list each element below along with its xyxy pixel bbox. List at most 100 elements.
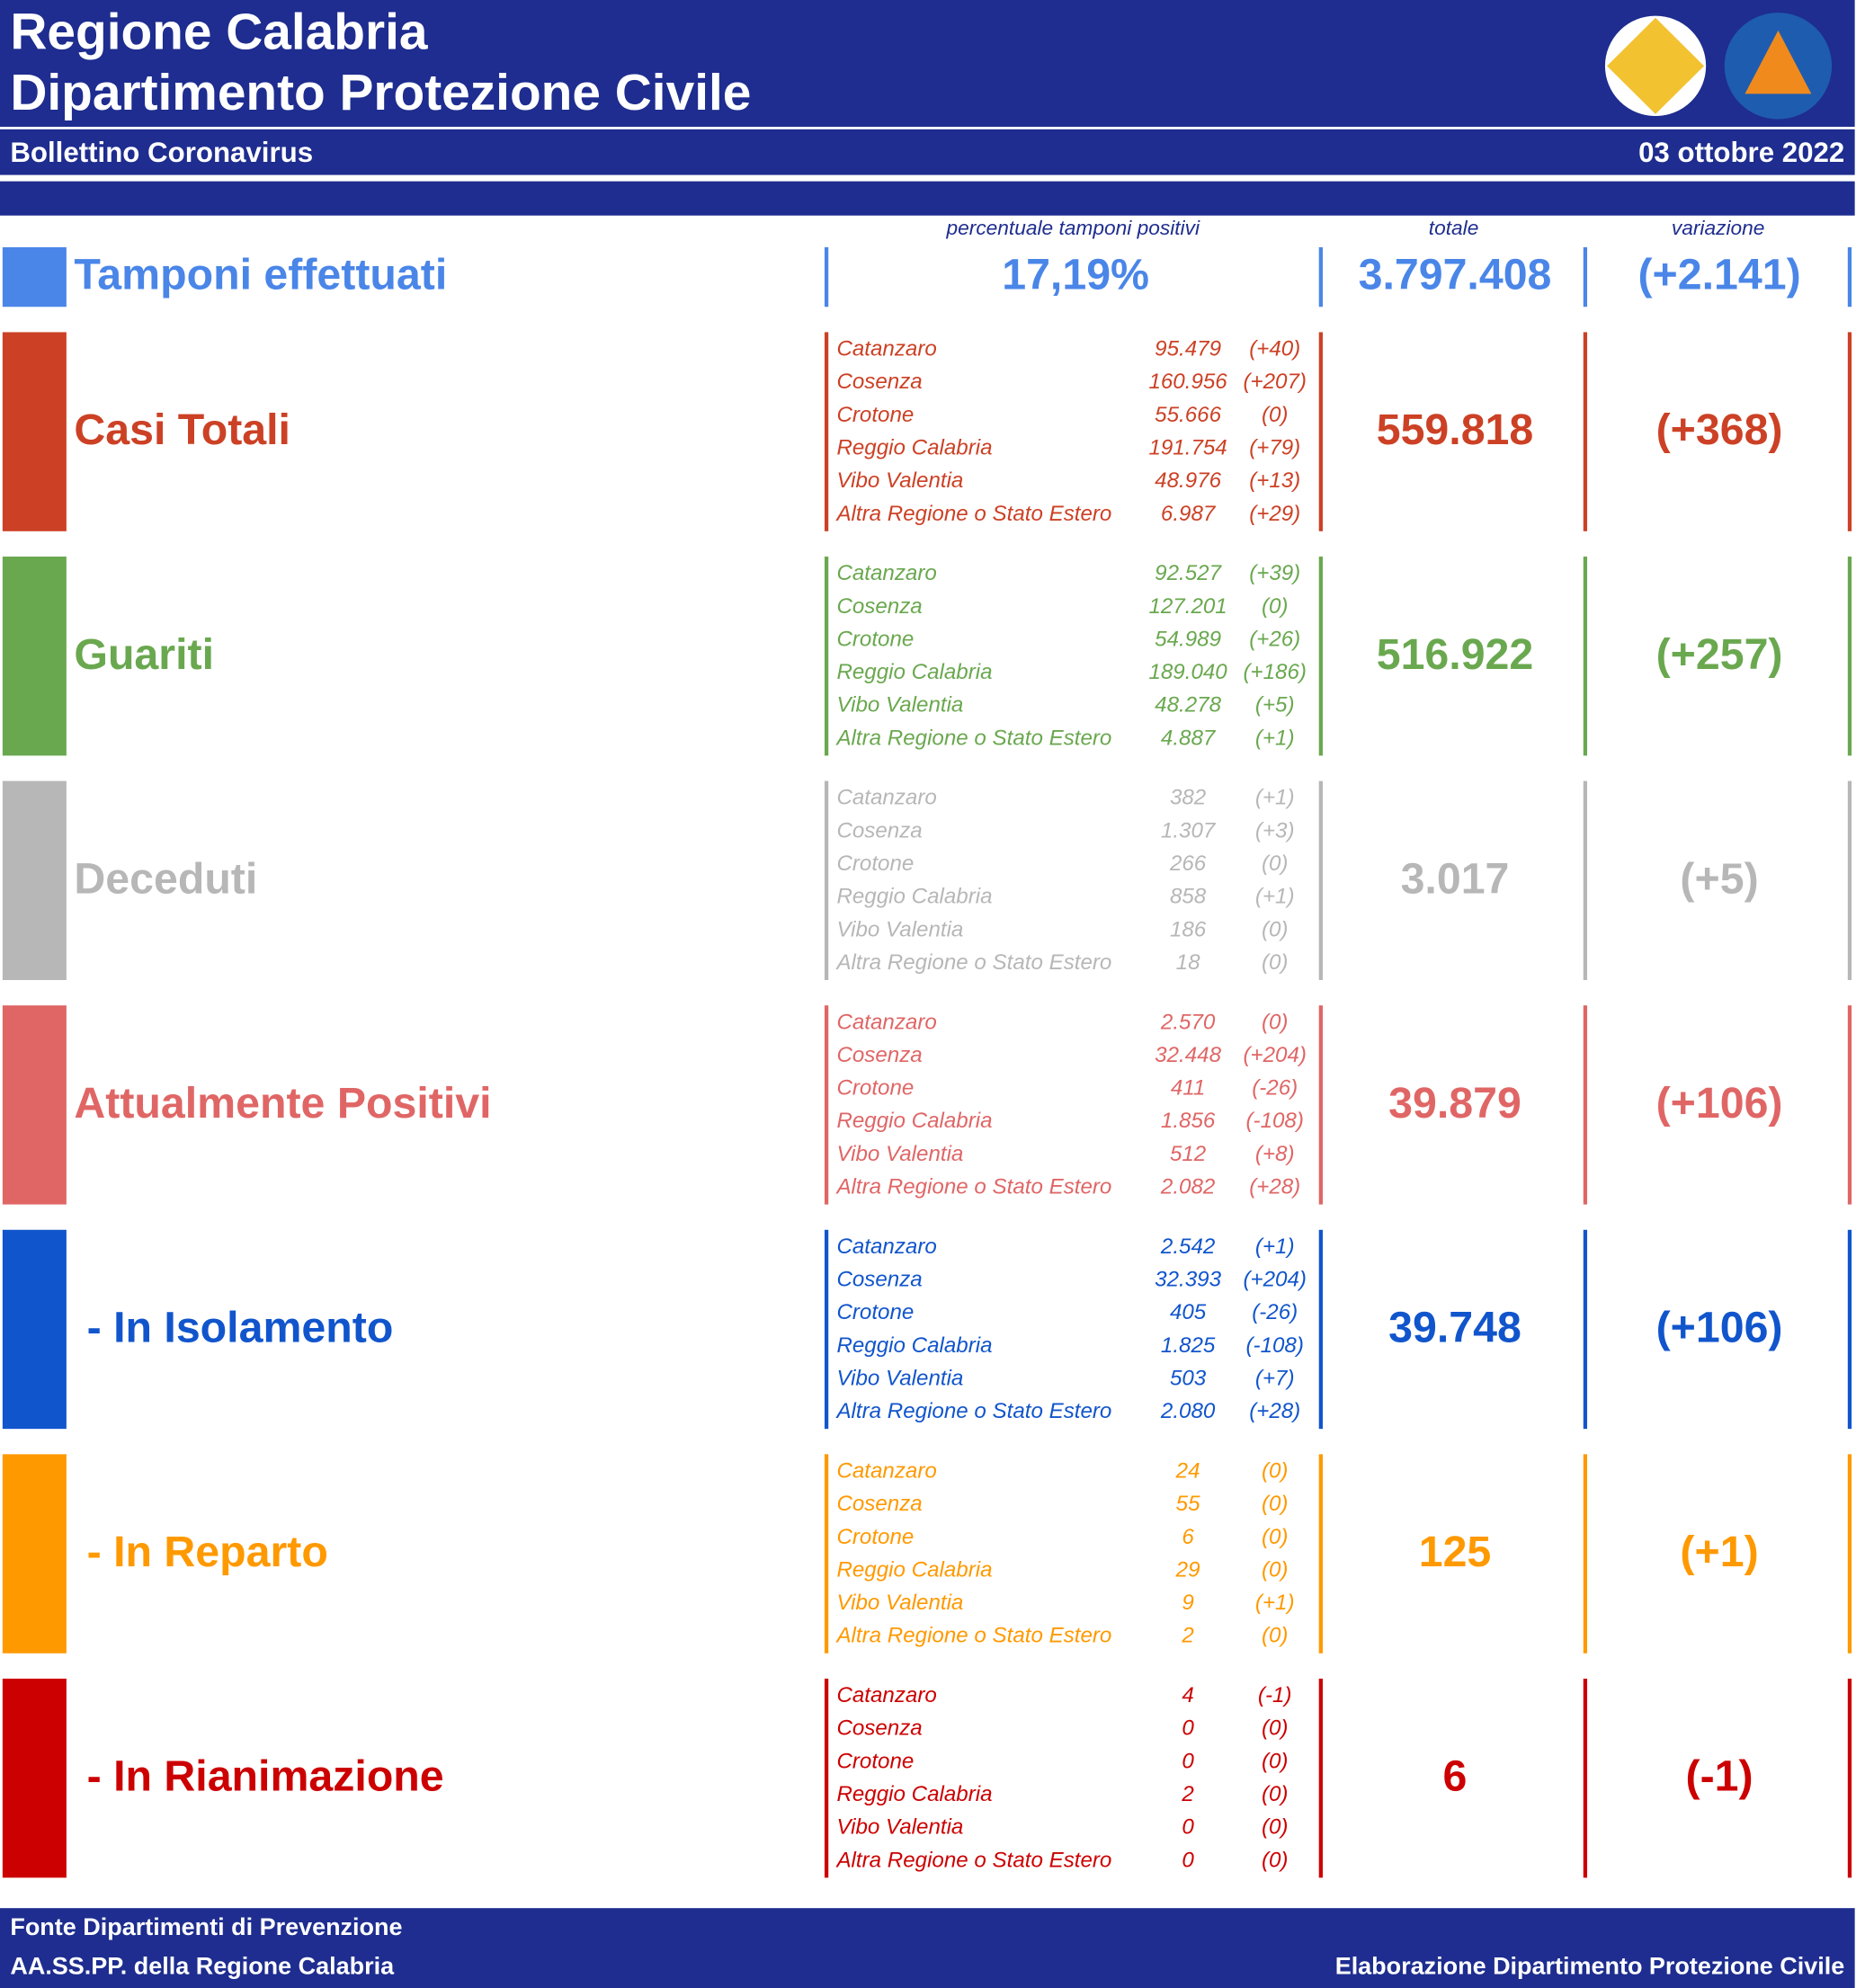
province-value: 160.956 <box>1148 370 1227 394</box>
province-change: (+39) <box>1249 561 1300 585</box>
province-value: 4 <box>1182 1683 1193 1707</box>
column-divider <box>1583 246 1588 308</box>
province-name: Reggio Calabria <box>836 660 992 684</box>
province-name: Crotone <box>836 1300 914 1324</box>
province-value: 405 <box>1170 1300 1207 1324</box>
section-label: - In Rianimazione <box>87 1752 444 1801</box>
province-name: Catanzaro <box>836 1235 936 1259</box>
province-value: 382 <box>1170 786 1207 810</box>
province-name: Cosenza <box>836 594 922 619</box>
section-label: Deceduti <box>74 855 257 904</box>
province-name: Catanzaro <box>836 337 936 361</box>
footer-bar <box>0 1908 1855 1988</box>
column-divider <box>1847 1229 1852 1430</box>
province-name: Reggio Calabria <box>836 885 992 909</box>
total-value: 125 <box>1419 1528 1492 1576</box>
province-change: (0) <box>1262 1557 1288 1582</box>
province-value: 9 <box>1182 1591 1193 1615</box>
total-value: 3.797.408 <box>1359 251 1552 299</box>
change-value: (+106) <box>1656 1304 1783 1352</box>
change-value: (+2.141) <box>1637 251 1800 299</box>
column-divider <box>1847 780 1852 980</box>
province-change: (+7) <box>1255 1367 1295 1391</box>
color-swatch <box>2 1678 67 1878</box>
column-divider <box>824 780 829 980</box>
province-name: Vibo Valentia <box>836 1591 963 1615</box>
column-divider <box>824 246 829 308</box>
column-divider <box>1318 1678 1323 1878</box>
province-value: 6 <box>1182 1525 1194 1549</box>
province-change: (+1) <box>1255 1591 1295 1615</box>
column-divider <box>824 557 829 756</box>
color-swatch <box>2 1005 67 1205</box>
province-change: (+1) <box>1255 885 1295 909</box>
province-name: Vibo Valentia <box>836 1367 963 1391</box>
total-value: 39.879 <box>1388 1079 1521 1128</box>
province-change: (+204) <box>1243 1268 1306 1292</box>
column-divider <box>1847 1678 1852 1878</box>
province-name: Crotone <box>836 851 914 876</box>
column-divider <box>1583 780 1588 980</box>
footer-credit: Elaborazione Dipartimento Protezione Civ… <box>1335 1953 1845 1980</box>
province-name: Crotone <box>836 628 914 652</box>
total-value: 6 <box>1443 1752 1468 1801</box>
province-change: (+8) <box>1255 1142 1295 1166</box>
province-value: 0 <box>1182 1749 1194 1773</box>
column-divider <box>824 1454 829 1654</box>
province-value: 0 <box>1182 1815 1194 1840</box>
column-divider <box>1847 557 1852 756</box>
civil-protection-triangle <box>1745 30 1812 94</box>
province-value: 2.542 <box>1160 1235 1216 1259</box>
province-name: Cosenza <box>836 818 922 842</box>
province-change: (+204) <box>1243 1043 1306 1067</box>
province-value: 32.448 <box>1155 1043 1221 1067</box>
province-name: Altra Regione o Stato Estero <box>834 1399 1111 1423</box>
region-logo-shape <box>1607 17 1705 114</box>
column-divider <box>1847 1005 1852 1205</box>
province-change: (+186) <box>1243 660 1306 684</box>
province-name: Cosenza <box>836 1043 922 1067</box>
column-divider <box>1318 1005 1323 1205</box>
row-label: Tamponi effettuati <box>74 251 447 299</box>
province-change: (+1) <box>1255 1235 1295 1259</box>
province-name: Crotone <box>836 1076 914 1101</box>
province-change: (+1) <box>1255 786 1295 810</box>
province-change: (0) <box>1262 1815 1288 1840</box>
column-divider <box>1847 1454 1852 1654</box>
province-value: 2.082 <box>1160 1175 1216 1199</box>
province-name: Reggio Calabria <box>836 1109 992 1133</box>
change-value: (+257) <box>1656 630 1783 679</box>
province-name: Catanzaro <box>836 1010 936 1034</box>
province-change: (+3) <box>1255 818 1295 842</box>
province-value: 858 <box>1170 885 1207 909</box>
column-divider <box>824 1229 829 1430</box>
province-name: Cosenza <box>836 370 922 394</box>
column-divider <box>1847 246 1852 308</box>
province-name: Crotone <box>836 1525 914 1549</box>
total-value: 559.818 <box>1377 406 1534 454</box>
column-divider <box>1583 1005 1588 1205</box>
province-change: (-26) <box>1252 1300 1298 1324</box>
province-name: Catanzaro <box>836 1683 936 1707</box>
province-name: Altra Regione o Stato Estero <box>834 502 1111 526</box>
separator-bar <box>0 181 1855 216</box>
column-divider <box>1583 332 1588 531</box>
province-value: 189.040 <box>1148 660 1227 684</box>
province-change: (0) <box>1262 1848 1288 1872</box>
province-name: Catanzaro <box>836 786 936 810</box>
province-change: (0) <box>1262 851 1288 876</box>
province-change: (0) <box>1262 1749 1288 1773</box>
province-change: (0) <box>1262 1525 1288 1549</box>
province-value: 2 <box>1181 1782 1194 1806</box>
column-divider <box>1318 780 1323 980</box>
province-change: (-108) <box>1246 1109 1304 1133</box>
province-change: (0) <box>1262 1716 1288 1741</box>
column-header: totale <box>1429 217 1479 239</box>
province-value: 4.887 <box>1161 726 1217 750</box>
province-value: 411 <box>1171 1076 1205 1101</box>
province-name: Altra Regione o Stato Estero <box>834 1175 1111 1199</box>
column-divider <box>1847 332 1852 531</box>
province-value: 0 <box>1182 1716 1194 1741</box>
section-label: Guariti <box>74 630 214 679</box>
province-value: 2.570 <box>1160 1010 1216 1034</box>
